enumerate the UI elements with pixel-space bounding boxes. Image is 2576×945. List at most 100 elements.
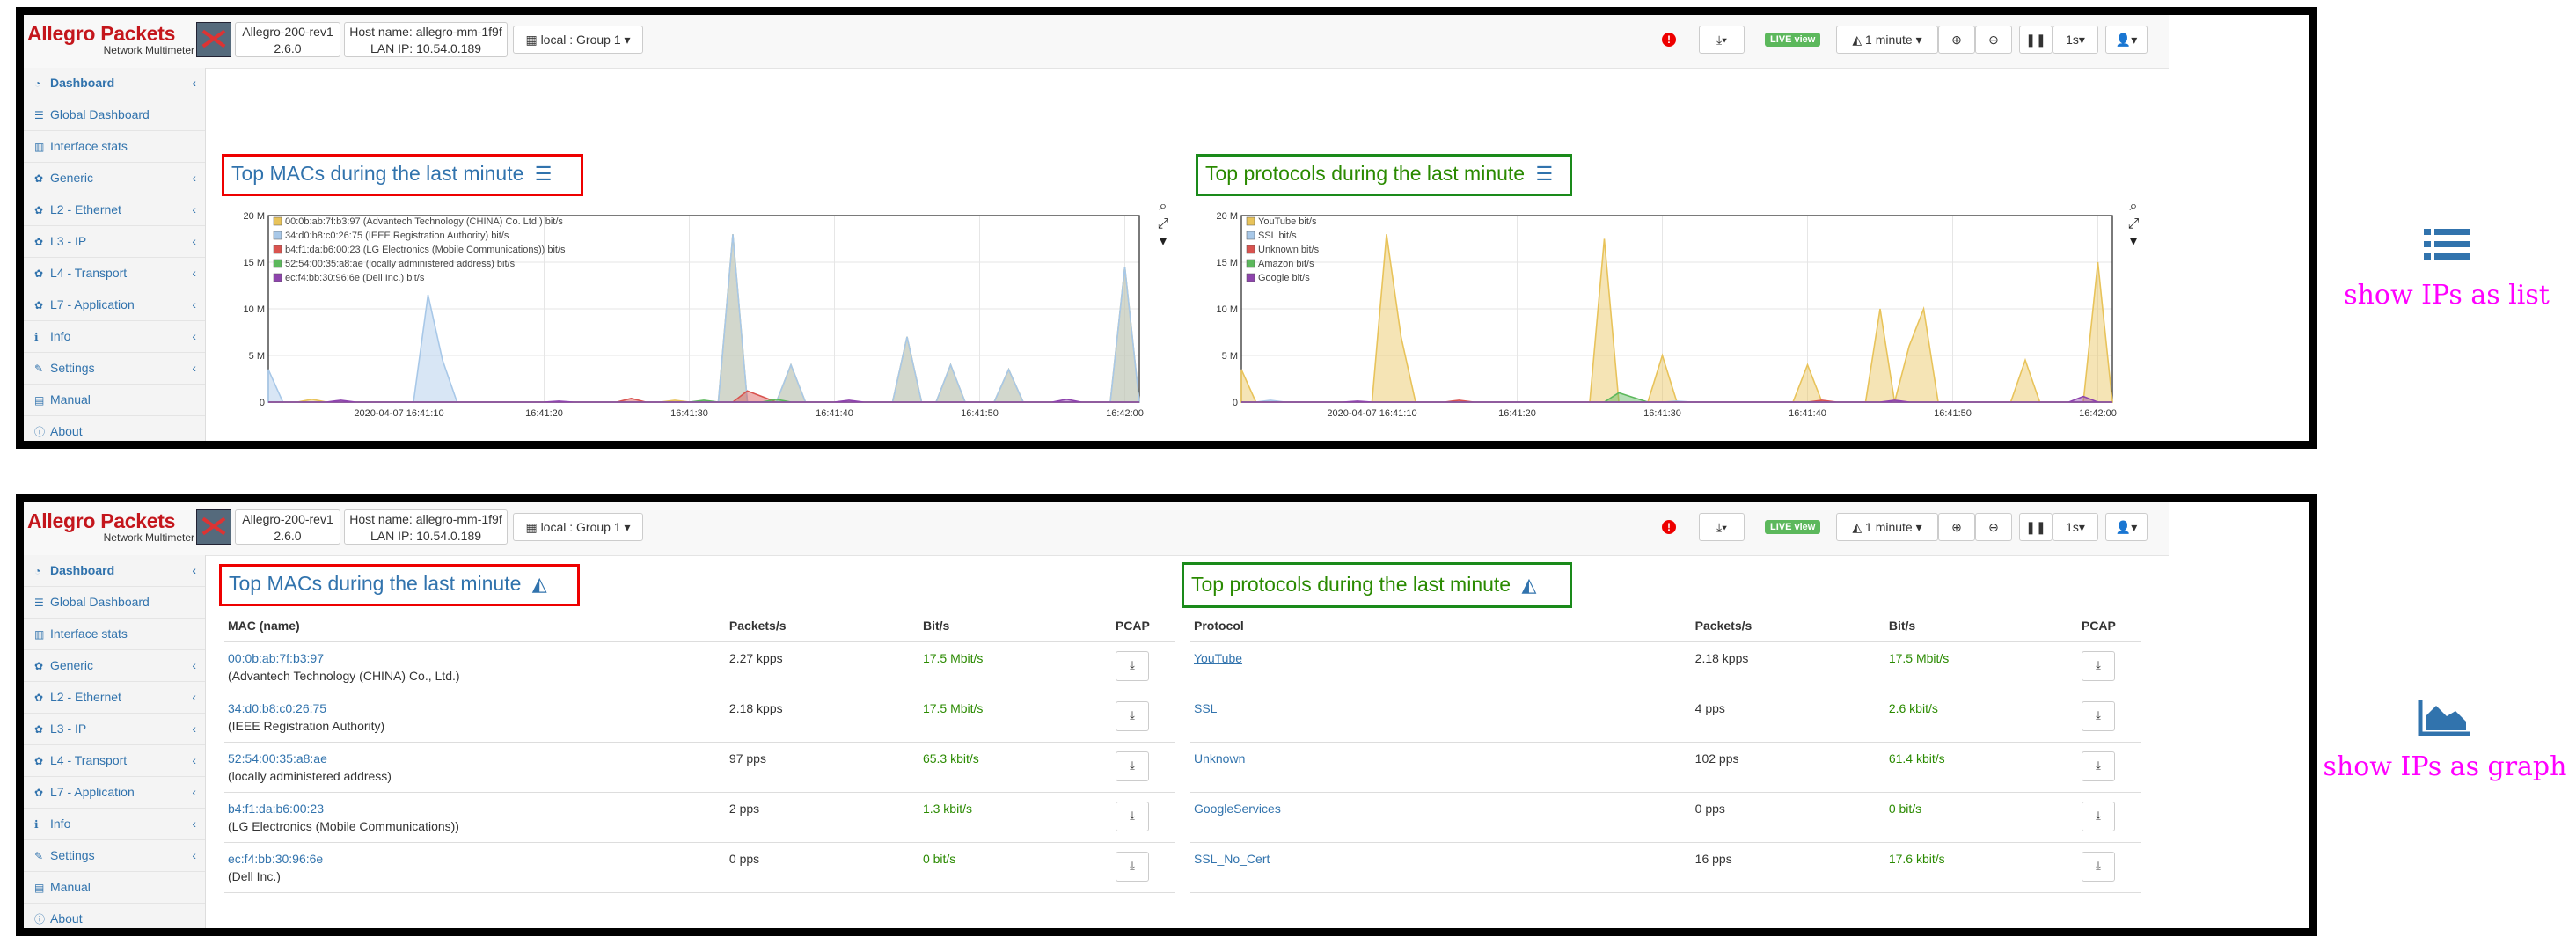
mac-link[interactable]: 00:0b:ab:7f:b3:97: [228, 651, 324, 665]
sidebar-item-l7-application[interactable]: ✿ L7 - Application ‹: [24, 289, 205, 321]
column-header[interactable]: Packets/s: [1691, 611, 1885, 642]
column-header[interactable]: PCAP: [2077, 611, 2141, 642]
pause-button[interactable]: ❚❚: [2019, 513, 2053, 541]
sidebar-item-l2-ethernet[interactable]: ✿ L2 - Ethernet ‹: [24, 682, 205, 714]
sidebar-item-l4-transport[interactable]: ✿ L4 - Transport ‹: [24, 745, 205, 777]
live-view-badge[interactable]: LIVE view: [1765, 520, 1821, 534]
sidebar-item-generic[interactable]: ✿ Generic ‹: [24, 650, 205, 682]
zoom-in-button[interactable]: ⊕: [1938, 513, 1975, 541]
info-icon: ℹ: [34, 818, 39, 831]
device-image-icon: [196, 509, 231, 545]
grid-icon: ▦: [525, 520, 538, 534]
sidebar-item-info[interactable]: ℹ Info ‹: [24, 321, 205, 353]
pause-button[interactable]: ❚❚: [2019, 26, 2053, 54]
pcap-download-button[interactable]: ⤓: [2081, 751, 2115, 781]
pcap-cell: ⤓: [1111, 842, 1175, 893]
mac-link[interactable]: 34:d0:b8:c0:26:75: [228, 700, 327, 715]
column-header[interactable]: Bit/s: [1884, 611, 2078, 642]
sidebar-item-l4-transport[interactable]: ✿ L4 - Transport ‹: [24, 258, 205, 289]
sidebar-item-manual[interactable]: ▤ Manual: [24, 385, 205, 416]
sidebar-item-l3-ip[interactable]: ✿ L3 - IP ‹: [24, 714, 205, 745]
caret-down-icon[interactable]: ▾: [1159, 234, 1167, 249]
refresh-interval-selector[interactable]: 1s▾: [2053, 26, 2098, 54]
zoom-in-button[interactable]: ⊕: [1938, 26, 1975, 54]
zoom-out-button[interactable]: ⊖: [1975, 513, 2012, 541]
sidebar-item-l3-ip[interactable]: ✿ L3 - IP ‹: [24, 226, 205, 258]
sidebar-item-manual[interactable]: ▤ Manual: [24, 872, 205, 904]
column-header[interactable]: Packets/s: [725, 611, 919, 642]
mac-link[interactable]: b4:f1:da:b6:00:23: [228, 801, 324, 816]
table-row: 52:54:00:35:a8:ae (locally administered a…: [224, 742, 1175, 793]
bitrate-cell: 0 bit/s: [918, 842, 1112, 893]
chevron-left-icon: ‹: [192, 563, 196, 577]
download-menu-button[interactable]: ⤓▾: [1699, 26, 1745, 54]
refresh-interval-selector[interactable]: 1s▾: [2053, 513, 2098, 541]
time-window-selector[interactable]: ◭ 1 minute ▾: [1836, 26, 1938, 54]
sidebar-item-interface-stats[interactable]: ▥ Interface stats: [24, 619, 205, 650]
allegro-logo[interactable]: Allegro Packets Network Multimeter: [27, 22, 194, 56]
list-caption: show IPs as list: [2344, 280, 2550, 311]
alert-icon[interactable]: !: [1662, 33, 1676, 47]
sidebar-item-settings[interactable]: ✎ Settings ‹: [24, 840, 205, 872]
sidebar-item-l2-ethernet[interactable]: ✿ L2 - Ethernet ‹: [24, 194, 205, 226]
user-menu-button[interactable]: 👤▾: [2105, 26, 2148, 54]
pcap-download-button[interactable]: ⤓: [2081, 851, 2115, 882]
pcap-download-button[interactable]: ⤓: [1115, 851, 1149, 882]
zoom-in-icon: ⊕: [1951, 33, 1962, 47]
name-cell: ec:f4:bb:30:96:6e (Dell Inc.): [224, 842, 726, 893]
zoom-out-button[interactable]: ⊖: [1975, 26, 2012, 54]
column-header[interactable]: Bit/s: [918, 611, 1112, 642]
column-header[interactable]: Protocol: [1190, 611, 1692, 642]
download-menu-button[interactable]: ⤓▾: [1699, 513, 1745, 541]
pcap-download-button[interactable]: ⤓: [2081, 651, 2115, 681]
sidebar-item-about[interactable]: ⓘ About: [24, 416, 205, 441]
legend-label: ec:f4:bb:30:96:6e (Dell Inc.) bit/s: [285, 273, 425, 283]
gear-icon: ✿: [34, 660, 44, 672]
sidebar-item-dashboard[interactable]: ◔ Dashboard ‹: [24, 68, 205, 99]
sidebar-item-global-dashboard[interactable]: ☰ Global Dashboard: [24, 587, 205, 619]
mac-link[interactable]: 52:54:00:35:a8:ae: [228, 751, 327, 766]
list-view-icon[interactable]: ☰: [1535, 163, 1554, 185]
pcap-download-button[interactable]: ⤓: [1115, 751, 1149, 781]
sidebar-item-dashboard[interactable]: ◔ Dashboard ‹: [24, 555, 205, 587]
pcap-download-button[interactable]: ⤓: [1115, 700, 1149, 731]
sidebar-item-generic[interactable]: ✿ Generic ‹: [24, 163, 205, 194]
alert-icon[interactable]: !: [1662, 520, 1676, 534]
allegro-logo[interactable]: Allegro Packets Network Multimeter: [27, 509, 194, 544]
time-window-selector[interactable]: ◭ 1 minute ▾: [1836, 513, 1938, 541]
zoom-out-icon: ⊖: [1988, 520, 1999, 534]
reset-zoom-icon[interactable]: ⤢: [1157, 216, 1169, 231]
sidebar-item-info[interactable]: ℹ Info ‹: [24, 809, 205, 840]
caret-down-icon[interactable]: ▾: [2129, 234, 2138, 249]
pcap-download-button[interactable]: ⤓: [1115, 651, 1149, 681]
sidebar-item-l7-application[interactable]: ✿ L7 - Application ‹: [24, 777, 205, 809]
sidebar-item-settings[interactable]: ✎ Settings ‹: [24, 353, 205, 385]
protocols-chart[interactable]: 0 5 M 10 M 15 M 20 M 2020-04-07 16:41:10 16:41…: [1192, 205, 2117, 441]
area-chart-view-icon[interactable]: ◭: [1521, 574, 1537, 596]
pcap-download-button[interactable]: ⤓: [1115, 801, 1149, 831]
pcap-download-button[interactable]: ⤓: [2081, 801, 2115, 831]
list-icon: ☰: [34, 597, 44, 609]
protocol-link[interactable]: GoogleServices: [1194, 801, 1281, 816]
reset-zoom-icon[interactable]: ⤢: [2127, 216, 2140, 231]
sidebar-item-about[interactable]: ⓘ About: [24, 904, 205, 928]
column-header[interactable]: MAC (name): [224, 611, 726, 642]
area-chart-view-icon[interactable]: ◭: [531, 573, 547, 595]
zoom-search-icon[interactable]: ⌕: [1159, 199, 1167, 214]
pcap-download-button[interactable]: ⤓: [2081, 700, 2115, 731]
mac-link[interactable]: ec:f4:bb:30:96:6e: [228, 851, 324, 866]
live-view-badge[interactable]: LIVE view: [1765, 33, 1821, 47]
group-selector-button[interactable]: ▦ local : Group 1 ▾: [513, 513, 643, 541]
zoom-search-icon[interactable]: ⌕: [2129, 199, 2138, 214]
protocol-link[interactable]: YouTube: [1194, 651, 1243, 665]
sidebar-item-global-dashboard[interactable]: ☰ Global Dashboard: [24, 99, 205, 131]
protocol-link[interactable]: Unknown: [1194, 751, 1246, 766]
column-header[interactable]: PCAP: [1111, 611, 1175, 642]
macs-chart[interactable]: 0 5 M 10 M 15 M 20 M 2020-04-07 16:41:10 16:41…: [219, 205, 1144, 441]
sidebar-item-interface-stats[interactable]: ▥ Interface stats: [24, 131, 205, 163]
protocol-link[interactable]: SSL_No_Cert: [1194, 851, 1270, 866]
group-selector-button[interactable]: ▦ local : Group 1 ▾: [513, 26, 643, 54]
user-menu-button[interactable]: 👤▾: [2105, 513, 2148, 541]
list-view-icon[interactable]: ☰: [534, 163, 553, 185]
protocol-link[interactable]: SSL: [1194, 700, 1218, 715]
